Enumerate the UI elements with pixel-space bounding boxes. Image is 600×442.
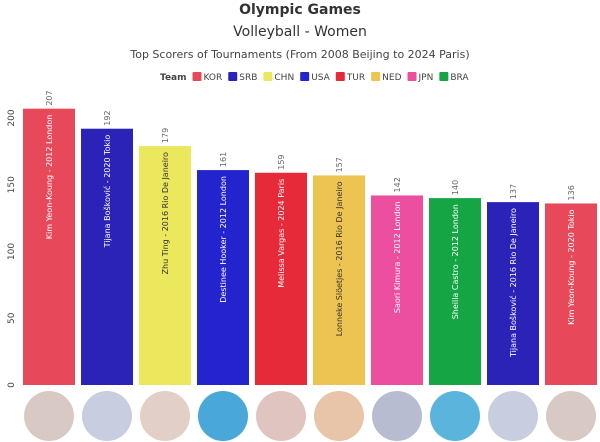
value-label: 159 — [277, 154, 286, 169]
value-label: 179 — [161, 128, 170, 143]
y-tick-label: 150 — [7, 176, 17, 193]
legend-swatch — [439, 72, 449, 81]
legend-label: JPN — [418, 73, 434, 83]
bar-label: Kim Yeon-Koung - 2012 London — [45, 115, 54, 240]
value-label: 136 — [567, 185, 576, 200]
bar-label: Lonneke Slöetjes - 2016 Rio De Janeiro — [335, 181, 344, 336]
bar — [139, 146, 191, 385]
y-tick-label: 50 — [7, 312, 17, 324]
bar — [545, 203, 597, 385]
value-label: 140 — [451, 180, 460, 195]
player-photo — [82, 391, 132, 441]
player-photo — [488, 391, 538, 441]
chart-subtitle: Volleyball - Women — [233, 24, 367, 40]
legend-swatch — [335, 72, 345, 81]
bar — [255, 172, 307, 385]
player-photo — [546, 391, 596, 441]
bar-label: Saori Kimura - 2012 London — [393, 201, 402, 313]
bar — [197, 170, 249, 385]
legend-label: SRB — [239, 73, 257, 83]
bar-label: Zhu Ting - 2016 Rio De Janeiro — [161, 152, 170, 274]
legend-swatch — [228, 72, 238, 81]
value-label: 207 — [45, 90, 54, 105]
value-label: 137 — [509, 184, 518, 199]
legend-swatch — [300, 72, 310, 81]
legend-label: CHN — [274, 73, 294, 83]
legend-swatch — [407, 72, 417, 81]
legend-label: TUR — [346, 73, 365, 83]
chart-caption: Top Scorers of Tournaments (From 2008 Be… — [129, 48, 469, 61]
y-tick-label: 100 — [7, 243, 17, 260]
legend-label: NED — [382, 73, 401, 83]
value-label: 142 — [393, 177, 402, 192]
bar — [371, 195, 423, 385]
player-photo — [430, 391, 480, 441]
chart-title: Olympic Games — [239, 2, 361, 18]
player-photo — [314, 391, 364, 441]
value-label: 161 — [219, 152, 228, 167]
y-tick-label: 0 — [7, 382, 17, 388]
bar — [313, 175, 365, 385]
bar-label: Sheilla Castro - 2012 London — [451, 204, 460, 319]
player-photo — [24, 391, 74, 441]
y-tick-label: 200 — [7, 109, 17, 126]
photo-row — [24, 391, 596, 441]
value-label: 157 — [335, 157, 344, 172]
legend-label: USA — [311, 73, 330, 83]
bar-label: Destinee Hooker - 2012 London — [219, 176, 228, 303]
value-label: 192 — [103, 110, 112, 125]
legend-label: BRA — [450, 73, 469, 83]
bar-label: Tijana Bošković - 2020 Tokio — [102, 135, 112, 249]
bar — [23, 108, 75, 385]
bar-label: Melissa Vargas - 2024 Paris — [277, 179, 286, 288]
bar-label: Tijana Bošković - 2016 Rio De Janeiro — [508, 208, 518, 358]
bar — [429, 198, 481, 385]
legend-label: KOR — [204, 73, 223, 83]
player-photo — [198, 391, 248, 441]
player-photo — [372, 391, 422, 441]
player-photo — [140, 391, 190, 441]
legend-swatch — [371, 72, 381, 81]
player-photo — [256, 391, 306, 441]
bar-label: Kim Yeon-Koung - 2020 Tokio — [567, 209, 576, 325]
legend-swatch — [263, 72, 273, 81]
legend-swatch — [192, 72, 202, 81]
legend-title: Team — [160, 73, 187, 83]
bar — [487, 202, 539, 385]
bar — [81, 128, 133, 385]
